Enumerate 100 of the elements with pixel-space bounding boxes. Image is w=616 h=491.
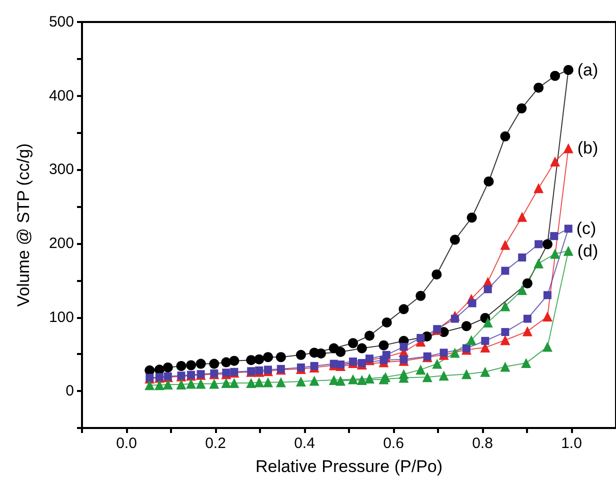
point	[542, 312, 552, 322]
x-tick-label: 1.0	[561, 435, 582, 452]
point	[209, 378, 220, 389]
point	[358, 359, 366, 368]
point	[378, 340, 389, 350]
point	[162, 379, 173, 390]
point	[543, 291, 552, 300]
point	[564, 224, 572, 233]
point	[466, 335, 476, 346]
point	[416, 364, 426, 375]
point	[400, 342, 408, 351]
point	[517, 284, 528, 295]
point	[316, 348, 326, 358]
point	[364, 374, 374, 384]
point	[398, 304, 409, 314]
point	[438, 370, 449, 381]
point	[523, 314, 532, 323]
point	[380, 356, 388, 364]
point	[468, 299, 476, 308]
point	[521, 358, 532, 368]
x-tick-label: 0.6	[383, 435, 404, 452]
point	[348, 338, 358, 348]
point	[255, 366, 264, 374]
point	[501, 328, 510, 336]
point	[550, 232, 558, 240]
point	[254, 377, 264, 388]
point	[550, 156, 560, 167]
point	[144, 380, 155, 390]
point	[336, 346, 346, 357]
point	[254, 354, 264, 364]
point	[563, 143, 574, 154]
point	[400, 355, 408, 364]
point	[550, 248, 560, 259]
point	[501, 266, 510, 275]
point	[517, 212, 528, 222]
series-label: (d)	[577, 241, 598, 260]
point	[484, 285, 492, 294]
point	[310, 362, 318, 370]
point	[480, 366, 490, 377]
point	[221, 357, 232, 368]
point	[522, 278, 532, 288]
point	[196, 378, 206, 389]
point	[450, 348, 460, 358]
point	[450, 314, 459, 323]
point	[264, 366, 272, 374]
series-label: (c)	[576, 219, 596, 238]
point	[246, 355, 256, 366]
point	[432, 358, 442, 369]
point	[500, 131, 510, 142]
point	[522, 326, 532, 336]
point	[263, 377, 274, 388]
point	[534, 183, 544, 194]
point	[481, 336, 490, 345]
x-axis-title: Relative Pressure (P/Po)	[255, 457, 443, 476]
point	[296, 363, 305, 372]
point	[276, 377, 286, 388]
point	[461, 369, 472, 380]
point	[550, 70, 560, 81]
point	[416, 334, 425, 342]
point	[542, 239, 552, 250]
point	[542, 342, 552, 352]
point	[484, 176, 494, 186]
point	[450, 234, 460, 245]
y-tick-label: 200	[48, 234, 74, 252]
point	[534, 82, 544, 93]
point	[432, 269, 442, 280]
point	[516, 103, 527, 114]
point	[416, 290, 426, 301]
point	[534, 258, 544, 268]
point	[176, 379, 186, 390]
point	[462, 344, 470, 352]
point	[534, 240, 543, 248]
y-tick-label: 100	[48, 308, 74, 326]
x-tick-label: 0.2	[205, 435, 226, 452]
point	[209, 358, 220, 369]
point	[365, 354, 374, 363]
x-tick-label: 0.8	[472, 435, 493, 452]
point	[229, 356, 240, 366]
point	[221, 378, 232, 388]
point	[222, 368, 230, 377]
y-tick-label: 0	[66, 382, 74, 400]
point	[144, 365, 155, 376]
series-label: (b)	[577, 138, 598, 158]
point	[356, 375, 367, 386]
point	[348, 374, 358, 384]
x-tick-label: 0.4	[294, 435, 315, 452]
point	[482, 317, 493, 328]
point	[466, 212, 477, 223]
point	[186, 360, 196, 370]
point	[500, 362, 510, 372]
point	[336, 376, 346, 386]
point	[563, 64, 574, 75]
point	[186, 378, 196, 389]
point	[422, 372, 432, 382]
point	[356, 343, 367, 354]
point	[518, 253, 526, 262]
point	[461, 321, 472, 332]
x-tick-label: 0.0	[116, 435, 137, 452]
point	[162, 362, 173, 372]
point	[364, 330, 374, 341]
